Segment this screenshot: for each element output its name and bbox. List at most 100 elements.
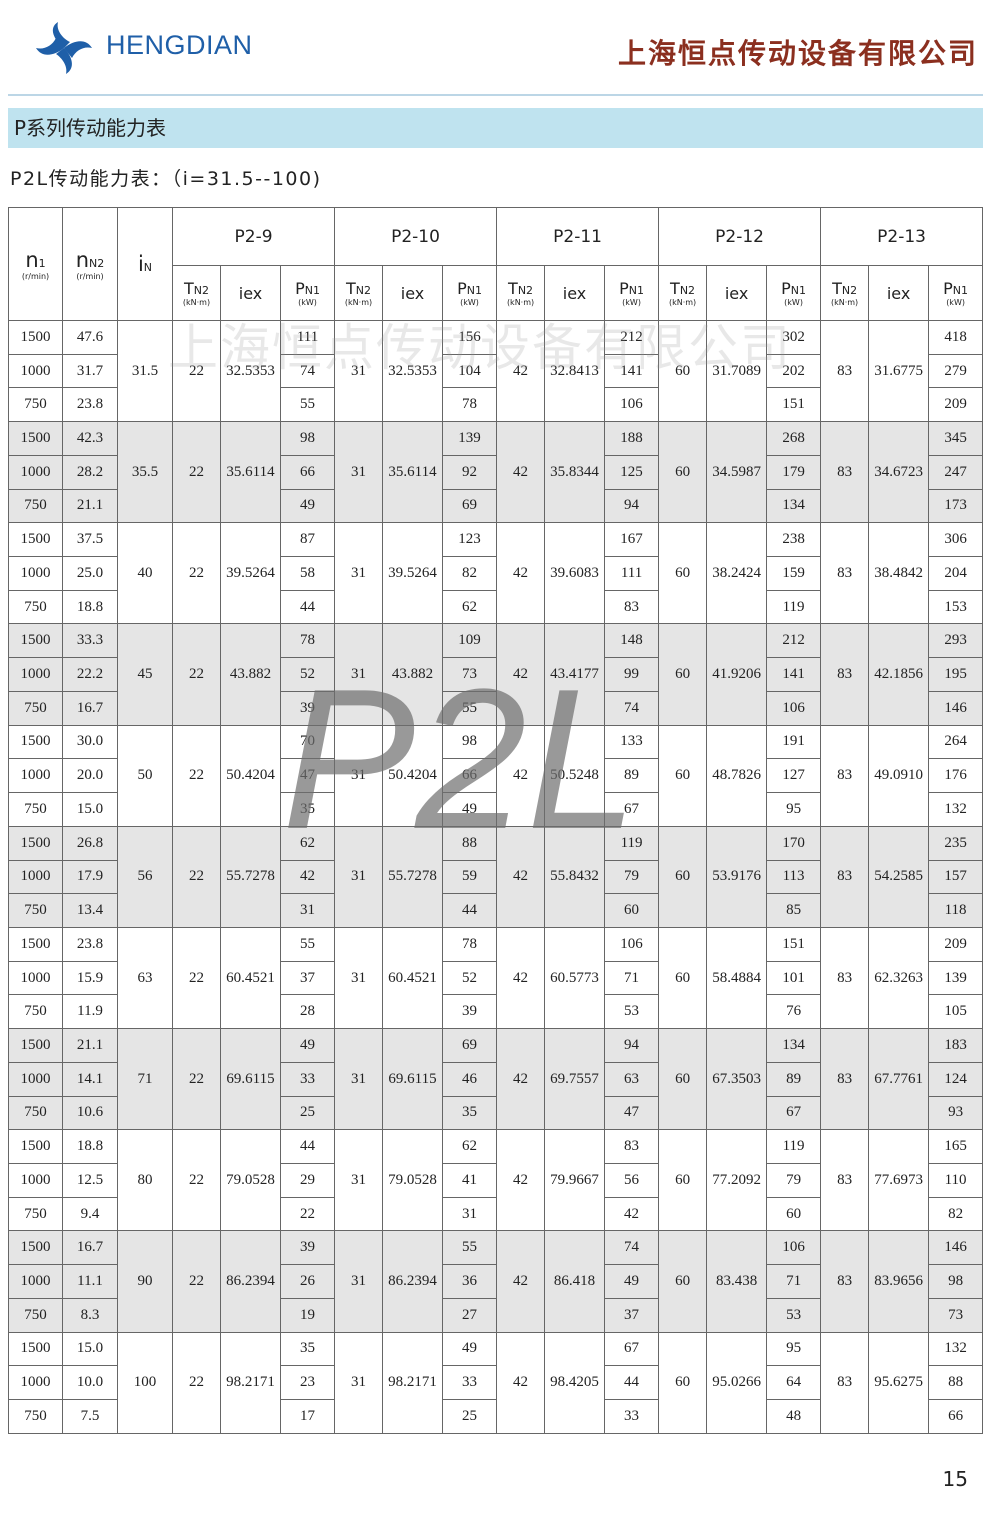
iex-cell: 67.3503 (706, 1028, 768, 1131)
n1-cell: 750 (8, 387, 63, 423)
header-subscript: N1 (466, 284, 482, 297)
header-subscript: N1 (790, 284, 807, 297)
pn1-header: PN1 (kW) (928, 265, 984, 321)
pn1-cell: 23 (279, 1365, 336, 1400)
pn1-cell: 345 (928, 421, 984, 456)
iex-cell: 39.5264 (220, 522, 281, 625)
tn2-header: TN2 (kN·m) (820, 265, 870, 321)
pn1-cell: 235 (928, 825, 984, 861)
iex-cell: 60.5773 (544, 926, 606, 1030)
iex-cell: 79.0528 (220, 1129, 281, 1232)
header-subscript: N (143, 261, 153, 274)
pn1-cell: 44 (442, 893, 498, 928)
header-symbol: P (457, 279, 467, 298)
n1-cell: 1500 (8, 522, 63, 558)
header-subscript: N2 (679, 284, 696, 297)
pn1-cell: 83 (604, 1129, 660, 1164)
pn1-cell: 98 (279, 421, 336, 456)
data-row: 1500 18.8 80 22 79.0528 44 31 79.0528 62 42 79.966… (8, 1129, 984, 1232)
iex-cell: 95.0266 (706, 1331, 768, 1434)
header-subscript: N2 (193, 284, 209, 297)
table-subtitle: P2L传动能力表：（i=31.5--100) (10, 168, 322, 190)
iex-cell: 50.4204 (220, 724, 281, 827)
nn2-cell: 17.9 (62, 859, 118, 895)
pn1-cell: 49 (442, 1331, 498, 1367)
header-symbol: T (670, 279, 680, 298)
pn1-cell: 31 (442, 1196, 498, 1232)
pn1-cell: 71 (604, 960, 660, 996)
n1-cell: 1000 (8, 1365, 63, 1400)
model-header: P2-12 (658, 207, 822, 266)
tn2-cell: 83 (820, 623, 870, 726)
pn1-cell: 167 (604, 522, 660, 558)
iex-cell: 49.0910 (868, 724, 930, 827)
nn2-cell: 31.7 (62, 353, 118, 389)
page-number: 15 (942, 1467, 968, 1491)
nn2-cell: 11.9 (62, 994, 118, 1030)
tn2-cell: 60 (658, 825, 708, 928)
pn1-cell: 33 (604, 1399, 660, 1434)
iex-cell: 77.6973 (868, 1129, 930, 1232)
header-unit: (kW) (784, 298, 803, 307)
iex-cell: 67.7761 (868, 1028, 930, 1131)
pn1-cell: 37 (604, 1297, 660, 1333)
nn2-cell: 16.7 (62, 690, 118, 726)
n1-cell: 750 (8, 1399, 63, 1434)
pn1-cell: 153 (928, 589, 984, 625)
n1-cell: 1500 (8, 1230, 63, 1266)
iex-cell: 39.5264 (382, 522, 444, 625)
nn2-cell: 12.5 (62, 1162, 118, 1198)
pn1-cell: 202 (766, 353, 822, 389)
pn1-header: PN1 (kW) (766, 265, 822, 321)
pn1-cell: 94 (604, 488, 660, 524)
pn1-cell: 55 (442, 1230, 498, 1266)
tn2-cell: 42 (496, 1129, 546, 1232)
tn2-cell: 42 (496, 1028, 546, 1131)
iex-cell: 69.7557 (544, 1028, 606, 1131)
n1-cell: 1500 (8, 623, 63, 659)
iex-cell: 69.6115 (220, 1028, 281, 1131)
pn1-cell: 119 (766, 589, 822, 625)
pn1-cell: 98 (442, 724, 498, 760)
data-row: 1500 26.8 56 22 55.7278 62 31 55.7278 88 42 55.843… (8, 825, 984, 928)
pn1-cell: 124 (928, 1061, 984, 1097)
iex-cell: 83.9656 (868, 1230, 930, 1333)
pn1-cell: 195 (928, 657, 984, 692)
pn1-cell: 47 (604, 1095, 660, 1131)
iex-cell: 98.4205 (544, 1331, 606, 1434)
pn1-cell: 127 (766, 758, 822, 794)
pn1-cell: 306 (928, 522, 984, 558)
data-row: 1000 15.9 37 52 71 101 139 (8, 960, 984, 996)
pn1-cell: 76 (766, 994, 822, 1030)
pn1-cell: 99 (604, 657, 660, 692)
iex-cell: 55.8432 (544, 825, 606, 928)
tn2-header: TN2 (kN·m) (496, 265, 546, 321)
pn1-cell: 55 (279, 387, 336, 423)
pn1-cell: 47 (279, 758, 336, 794)
pn1-cell: 49 (279, 1028, 336, 1063)
pn1-cell: 88 (928, 1365, 984, 1400)
tn2-cell: 22 (172, 1028, 221, 1131)
pn1-cell: 279 (928, 353, 984, 389)
iex-cell: 86.418 (544, 1230, 606, 1333)
data-row: 750 18.8 44 62 83 119 153 (8, 589, 984, 625)
pn1-cell: 79 (766, 1162, 822, 1198)
iex-cell: 62.3263 (868, 926, 930, 1030)
data-row: 1000 12.5 29 41 56 79 110 (8, 1162, 984, 1198)
nn2-cell: 7.5 (62, 1399, 118, 1434)
pn1-cell: 133 (604, 724, 660, 760)
in-cell: 35.5 (117, 421, 173, 524)
pn1-cell: 44 (279, 589, 336, 625)
data-row: 750 9.4 22 31 42 60 82 (8, 1196, 984, 1232)
nn2-cell: 15.0 (62, 1331, 118, 1367)
header-unit: (kN·m) (830, 298, 859, 307)
pn1-cell: 141 (604, 353, 660, 389)
nn2-cell: 25.0 (62, 556, 118, 591)
pn1-cell: 62 (442, 1129, 498, 1164)
in-cell: 50 (117, 724, 173, 827)
pn1-cell: 139 (928, 960, 984, 996)
n1-cell: 750 (8, 1196, 63, 1232)
pn1-cell: 53 (766, 1297, 822, 1333)
n1-cell: 1500 (8, 724, 63, 760)
pn1-cell: 170 (766, 825, 822, 861)
